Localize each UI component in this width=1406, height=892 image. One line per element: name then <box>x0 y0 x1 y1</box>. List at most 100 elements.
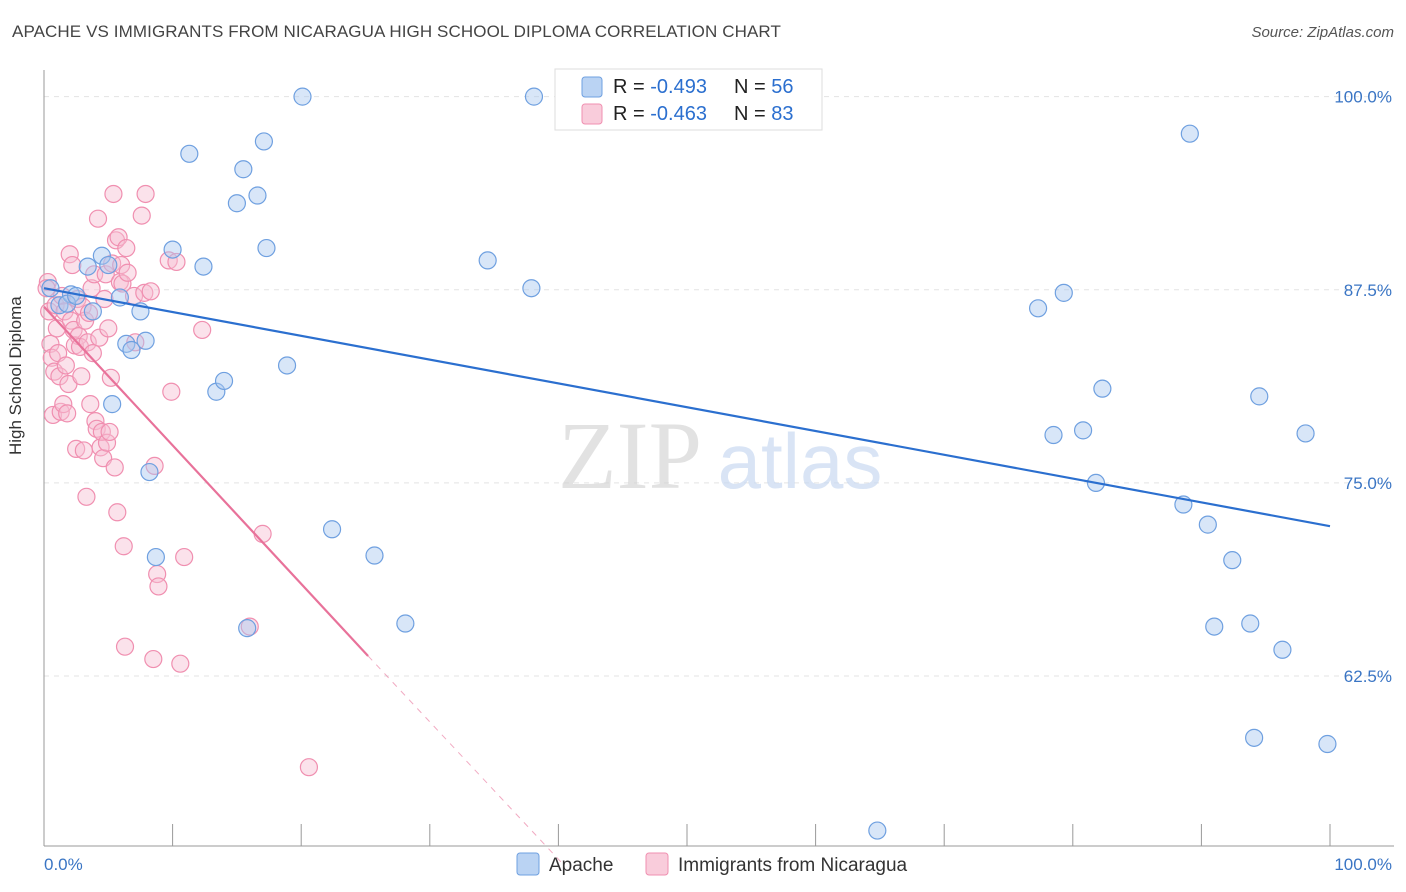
legend-bottom: Apache Immigrants from Nicaragua <box>516 852 908 876</box>
grid-layer <box>44 96 1394 677</box>
data-point <box>227 194 246 213</box>
trend-line <box>43 306 369 657</box>
data-point <box>144 649 163 669</box>
data-point <box>1180 124 1199 143</box>
data-point <box>1054 283 1073 302</box>
trend-line <box>43 287 1331 528</box>
watermark: ZIP atlas <box>558 402 882 509</box>
data-point <box>194 257 213 276</box>
data-point <box>1241 614 1260 633</box>
data-point <box>88 209 108 228</box>
data-point <box>99 255 118 275</box>
data-point <box>175 547 194 567</box>
data-point <box>248 186 267 205</box>
x-tick-label: 0.0% <box>44 855 83 874</box>
data-point <box>1296 424 1315 443</box>
data-point <box>254 132 274 151</box>
data-point <box>159 251 178 270</box>
data-point <box>114 537 133 556</box>
data-point <box>1198 515 1217 534</box>
data-point <box>1073 421 1093 440</box>
data-point <box>46 296 65 315</box>
data-point <box>41 279 60 298</box>
data-point <box>141 282 160 301</box>
data-point <box>214 371 234 391</box>
data-point <box>136 331 155 350</box>
chart-title: APACHE VS IMMIGRANTS FROM NICARAGUA HIGH… <box>12 22 781 41</box>
source-label: Source: ZipAtlas.com <box>1251 24 1394 41</box>
data-point <box>50 296 69 315</box>
data-point <box>1028 299 1048 318</box>
data-point <box>1093 379 1112 398</box>
trend-layer <box>43 287 1331 867</box>
data-point <box>54 395 73 414</box>
data-point <box>103 395 122 414</box>
data-point <box>1273 640 1292 659</box>
data-point <box>293 87 312 106</box>
y-tick-label: 87.5% <box>1344 281 1392 300</box>
data-point <box>396 614 415 633</box>
data-point <box>100 422 119 442</box>
data-point <box>78 333 97 352</box>
data-point <box>234 160 253 179</box>
data-point <box>77 487 96 506</box>
data-point <box>146 547 165 567</box>
data-point <box>115 637 135 656</box>
data-point <box>135 283 154 302</box>
data-point <box>1205 617 1224 636</box>
tick-labels-layer: 62.5% 75.0% 87.5% 100.0% 0.0% 100.0% <box>44 88 1392 874</box>
data-point <box>136 184 155 204</box>
data-point <box>171 654 190 673</box>
data-point <box>56 356 75 375</box>
data-point <box>104 184 123 204</box>
data-point <box>299 758 319 777</box>
data-point <box>238 619 257 638</box>
y-tick-label: 100.0% <box>1334 88 1392 107</box>
data-point <box>83 344 102 363</box>
data-point <box>92 246 111 265</box>
data-point <box>41 334 60 353</box>
data-point <box>86 411 105 431</box>
watermark-atlas: atlas <box>718 417 883 505</box>
data-point <box>60 245 79 264</box>
trend-line-extension <box>367 655 566 867</box>
data-point <box>1044 425 1063 445</box>
data-point <box>83 302 102 321</box>
data-point <box>132 206 151 225</box>
data-point <box>180 144 199 163</box>
data-point <box>257 238 276 258</box>
data-point <box>58 404 77 423</box>
legend-swatch <box>581 76 603 98</box>
data-point <box>253 524 272 543</box>
data-point <box>108 503 127 522</box>
data-point <box>97 433 117 452</box>
legend-label: Immigrants from Nicaragua <box>678 855 908 876</box>
data-point <box>105 458 124 477</box>
data-point <box>63 255 82 275</box>
y-tick-label: 75.0% <box>1344 474 1392 493</box>
y-tick-label: 62.5% <box>1344 667 1392 686</box>
data-point <box>365 546 384 565</box>
data-point <box>99 319 118 338</box>
data-point <box>92 422 111 442</box>
data-point <box>113 274 132 293</box>
data-point <box>1245 728 1264 747</box>
legend-top: R = -0.493 N = 56 R = -0.463 N = 83 <box>554 68 823 131</box>
legend-label: Apache <box>549 855 613 876</box>
data-point <box>81 395 100 414</box>
legend-swatch <box>581 103 603 125</box>
points-layer <box>37 87 1337 840</box>
axes-layer <box>43 70 1394 847</box>
data-point <box>868 821 887 840</box>
data-point <box>1250 387 1269 406</box>
data-point <box>524 87 544 106</box>
data-point <box>1223 551 1242 570</box>
data-point <box>117 238 136 258</box>
data-point <box>522 279 541 298</box>
watermark-zip: ZIP <box>558 402 702 509</box>
data-point <box>78 257 97 276</box>
data-point <box>140 462 159 482</box>
legend-swatch <box>645 852 669 876</box>
legend-stats: R = -0.463 N = 83 <box>613 103 794 125</box>
